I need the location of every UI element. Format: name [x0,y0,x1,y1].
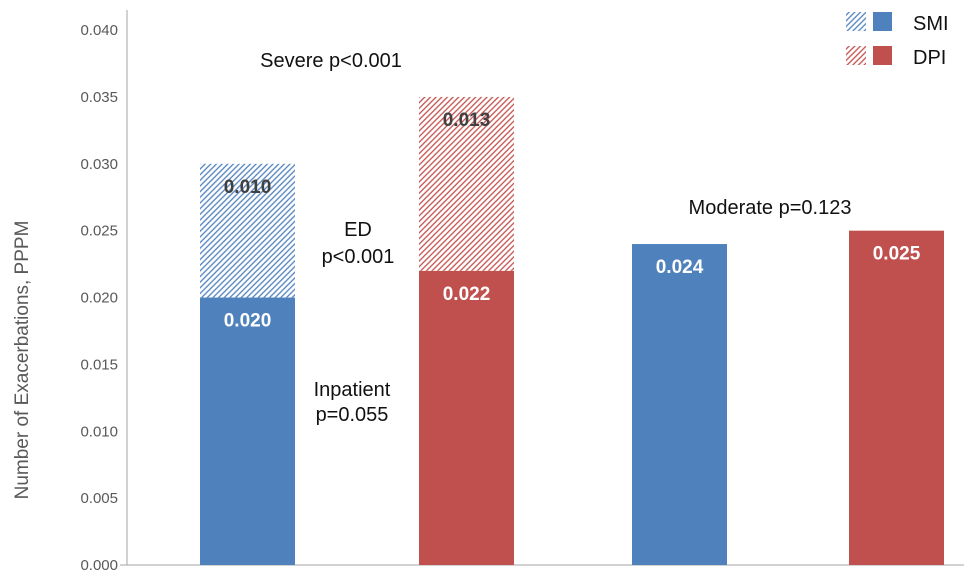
y-tick-label: 0.025 [80,223,118,240]
y-tick-label: 0.000 [80,557,118,574]
bar-value-label: 0.022 [443,284,491,305]
legend-swatch-hatched [846,46,866,65]
y-tick-label: 0.030 [80,156,118,173]
y-tick-label: 0.010 [80,423,118,440]
bar-segment-solid [200,297,295,565]
legend-swatch-hatched [846,12,866,31]
bar-segment-solid [849,230,944,565]
bar-value-label: 0.020 [224,311,272,332]
bar-value-label: 0.010 [224,177,272,198]
legend-item: SMI [846,12,949,35]
legend-swatch-solid [873,46,892,65]
annotation-text: Inpatient [314,379,391,401]
y-tick-label: 0.015 [80,356,118,373]
bar-segment-hatched [200,163,295,298]
annotation-text: Severe p<0.001 [260,50,402,72]
bar-value-label: 0.025 [873,244,921,265]
legend: SMI DPI [846,12,949,69]
legend-swatch-solid [873,12,892,31]
y-tick-label: 0.020 [80,290,118,307]
y-tick-label: 0.040 [80,22,118,39]
annotation-text: p=0.055 [316,404,389,426]
bar-segment-solid [419,270,514,565]
bar-segment-hatched [419,96,514,271]
annotation-text: p<0.001 [322,246,395,268]
legend-label: DPI [913,47,946,69]
y-tick-label: 0.005 [80,490,118,507]
bar-value-label: 0.024 [656,257,704,278]
annotation-text: Moderate p=0.123 [689,197,852,219]
y-axis-label: Number of Exacerbations, PPPM [12,221,33,500]
bar-value-label: 0.013 [443,110,491,131]
legend-label: SMI [913,13,949,35]
legend-item: DPI [846,46,946,69]
annotation-text: ED [344,219,372,241]
y-tick-label: 0.035 [80,89,118,106]
bar-segment-solid [632,244,727,566]
